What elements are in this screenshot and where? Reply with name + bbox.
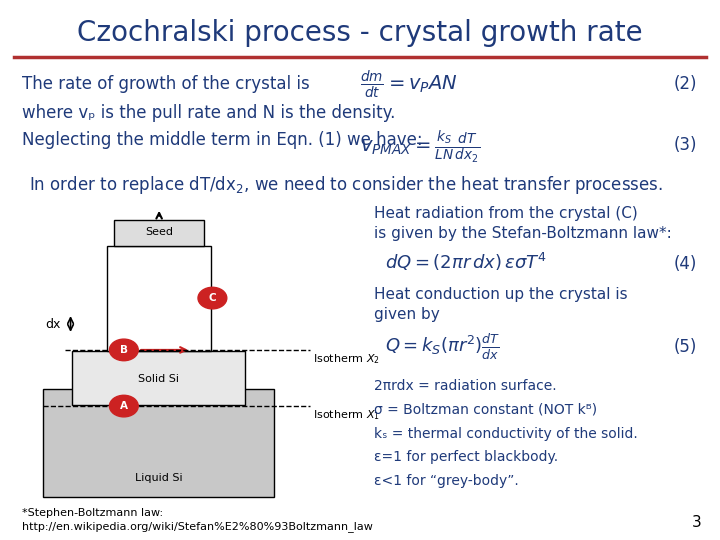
Text: $\frac{dm}{dt} = v_P AN$: $\frac{dm}{dt} = v_P AN$ <box>360 69 458 101</box>
Text: 3: 3 <box>692 515 702 530</box>
Text: *Stephen-Boltzmann law:: *Stephen-Boltzmann law: <box>22 508 163 518</box>
Text: C: C <box>209 293 216 303</box>
Text: $v_{PMAX} = \frac{k_S}{LN}\frac{dT}{dx_2}$: $v_{PMAX} = \frac{k_S}{LN}\frac{dT}{dx_2… <box>360 129 480 165</box>
Text: Liquid Si: Liquid Si <box>135 473 182 483</box>
Text: Isotherm $X_2$: Isotherm $X_2$ <box>313 352 380 366</box>
Text: Heat conduction up the crystal is: Heat conduction up the crystal is <box>374 287 628 302</box>
Text: Czochralski process - crystal growth rate: Czochralski process - crystal growth rat… <box>77 19 643 47</box>
Text: where vₚ is the pull rate and N is the density.: where vₚ is the pull rate and N is the d… <box>22 104 395 122</box>
Text: $Q = k_S(\pi r^2)\frac{dT}{dx}$: $Q = k_S(\pi r^2)\frac{dT}{dx}$ <box>385 332 500 362</box>
Circle shape <box>109 339 138 361</box>
Text: A: A <box>120 401 128 411</box>
FancyBboxPatch shape <box>107 246 211 351</box>
FancyBboxPatch shape <box>72 351 245 405</box>
Text: given by: given by <box>374 307 440 322</box>
Circle shape <box>198 287 227 309</box>
Text: (5): (5) <box>673 338 696 355</box>
Text: $dQ = (2\pi r\,dx)\,\varepsilon\sigma T^4$: $dQ = (2\pi r\,dx)\,\varepsilon\sigma T^… <box>385 251 547 273</box>
Text: ε<1 for “grey-body”.: ε<1 for “grey-body”. <box>374 474 519 488</box>
Text: (4): (4) <box>673 255 696 273</box>
Text: http://en.wikipedia.org/wiki/Stefan%E2%80%93Boltzmann_law: http://en.wikipedia.org/wiki/Stefan%E2%8… <box>22 521 372 532</box>
Text: B: B <box>120 345 128 355</box>
Text: Neglecting the middle term in Eqn. (1) we have:: Neglecting the middle term in Eqn. (1) w… <box>22 131 422 149</box>
Text: ε=1 for perfect blackbody.: ε=1 for perfect blackbody. <box>374 450 559 464</box>
Text: dx: dx <box>45 318 60 330</box>
FancyBboxPatch shape <box>43 389 274 497</box>
Text: Heat radiation from the crystal (C): Heat radiation from the crystal (C) <box>374 206 638 221</box>
Text: In order to replace dT/dx$_2$, we need to consider the heat transfer processes.: In order to replace dT/dx$_2$, we need t… <box>29 174 662 196</box>
FancyBboxPatch shape <box>114 220 204 246</box>
Text: kₛ = thermal conductivity of the solid.: kₛ = thermal conductivity of the solid. <box>374 427 638 441</box>
Text: (3): (3) <box>673 136 697 154</box>
Text: σ = Boltzman constant (NOT kᴮ): σ = Boltzman constant (NOT kᴮ) <box>374 403 598 417</box>
Text: 2πrdx = radiation surface.: 2πrdx = radiation surface. <box>374 379 557 393</box>
Circle shape <box>109 395 138 417</box>
Text: is given by the Stefan-Boltzmann law*:: is given by the Stefan-Boltzmann law*: <box>374 226 672 241</box>
Text: Seed: Seed <box>145 227 173 237</box>
Text: (2): (2) <box>673 75 697 92</box>
Text: Isotherm $X_1$: Isotherm $X_1$ <box>313 408 380 422</box>
Text: Solid Si: Solid Si <box>138 374 179 384</box>
Text: The rate of growth of the crystal is: The rate of growth of the crystal is <box>22 75 310 92</box>
